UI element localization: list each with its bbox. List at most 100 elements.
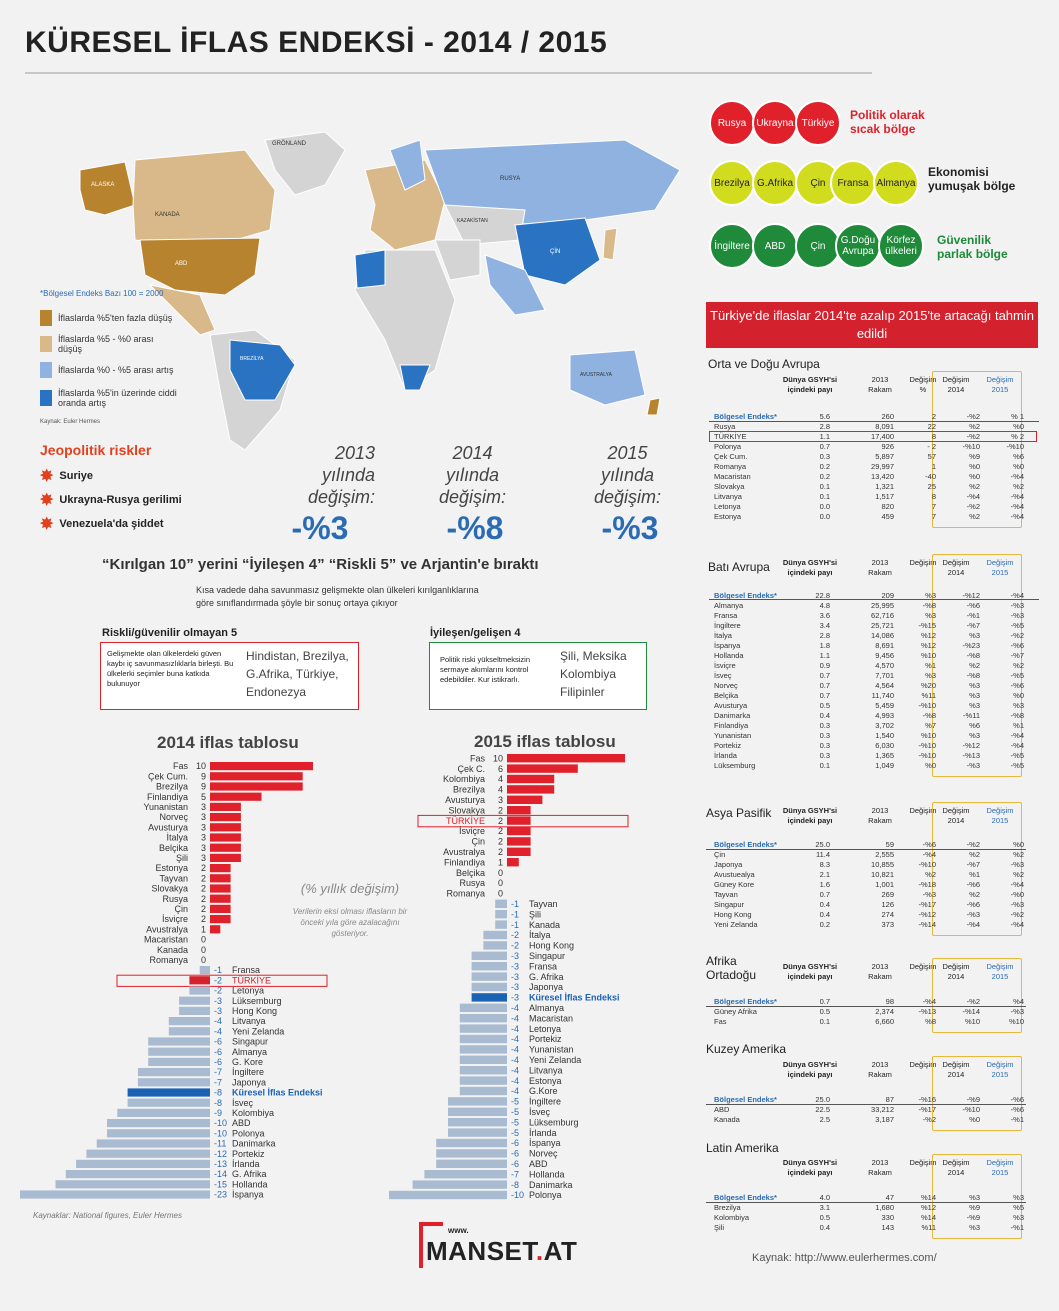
table-cell: 11.4 (815, 850, 830, 859)
table-row: Bölgesel Endeks* 25.0 87 -%16 -%9 -%6 (714, 1095, 1024, 1105)
table-cell: %2 (1013, 482, 1024, 491)
table-cell: %1 (925, 661, 936, 670)
bar-value-label: -4 (511, 1065, 519, 1075)
bar (210, 843, 241, 852)
table-cell: %12 (920, 631, 936, 640)
table-cell: -%8 (1010, 711, 1024, 720)
table-cell: Avustuealya (714, 870, 755, 879)
table-header: Değişim (909, 806, 937, 815)
bar (459, 1003, 507, 1012)
table-cell: %3 (925, 591, 936, 600)
bar (507, 837, 531, 846)
table-row: Avusturya 0.5 5,459 -%10 %3 %3 (714, 701, 1024, 711)
year-change-value: -%3 (291, 510, 349, 546)
table-cell: -%8 (966, 651, 980, 660)
bar-value-label: -4 (214, 1016, 222, 1026)
table-header: Değişim 2014 (942, 558, 970, 577)
table-cell: 8.3 (819, 860, 830, 869)
map-brazil (229, 339, 296, 401)
map-china (514, 217, 601, 286)
table-row: Hong Kong 0.4 274 -%12 -%3 -%2 (714, 910, 1024, 920)
legend-label: İflaslarda %5'ten fazla düşüş (58, 313, 173, 323)
bar-value-label: 0 (498, 868, 503, 878)
bar-group: 3 Avusturya (445, 795, 543, 805)
manset-logo: www. MANSET.AT (413, 1220, 603, 1276)
map-scandinavia (389, 139, 426, 191)
table-row: Finlandiya 0.3 3,702 %7 %6 %1 (714, 721, 1024, 731)
table-cell: -%6 (966, 880, 980, 889)
bar-value-label: 2 (498, 847, 503, 857)
bar-value-label: -10 (214, 1128, 227, 1138)
map-greenland (264, 131, 346, 196)
bar-group: 9 Çek Cum. (148, 771, 303, 781)
table-cell: -%10 (962, 1105, 980, 1114)
bar (189, 986, 210, 995)
bar-value-label: -7 (511, 1169, 519, 1179)
legend-item: İflaslarda %5 - %0 arası düşüş (40, 331, 180, 357)
table-cell: 22 (927, 422, 936, 431)
bar-group: 3 Yunanistan (143, 802, 241, 812)
table-rule (706, 1202, 1026, 1203)
table-cell: -%4 (1010, 512, 1024, 521)
bar-category-label: TÜRKİYE (446, 816, 485, 826)
bar-group: -6 G. Kore (148, 1057, 263, 1067)
bar (471, 962, 507, 971)
bar-group: 0 Rusya (459, 878, 503, 888)
bar (199, 966, 210, 975)
table-cell: 2,555 (875, 850, 894, 859)
bar-group: 2 Rusya (162, 894, 231, 904)
bar (168, 1027, 210, 1036)
table-cell: İrlanda (714, 751, 737, 760)
bar (210, 925, 221, 934)
bar-category-label: Kanada (157, 945, 188, 955)
table-cell: 0.2 (819, 462, 830, 471)
bar-category-label: Singapur (232, 1037, 268, 1047)
table-cell: Yeni Zelanda (714, 920, 758, 929)
zone-bright-label: Güvenilik parlak bölge (937, 233, 1008, 261)
table-cell: 0.3 (819, 452, 830, 461)
table-cell: 0.4 (819, 900, 830, 909)
bar-group: 10 Fas (173, 761, 313, 771)
bar (389, 1190, 507, 1200)
table-cell: 0.5 (819, 701, 830, 710)
map-japan (602, 227, 618, 261)
table-cell: - 2 (927, 442, 936, 451)
bar-value-label: -23 (214, 1190, 227, 1200)
table-header: Değişim (909, 962, 937, 971)
bar-value-label: -3 (214, 1006, 222, 1016)
bar (210, 904, 231, 913)
year-change-2013: 2013 yılında değişim: -%3 (255, 442, 385, 548)
table-cell: -40 (925, 472, 936, 481)
table-cell: 4,993 (875, 711, 894, 720)
table-cell: 29,997 (871, 462, 894, 471)
bar-category-label: İsviçre (459, 826, 485, 836)
bar-value-label: -5 (511, 1107, 519, 1117)
table-row: Japonya 8.3 10,855 -%10 -%7 -%3 (714, 860, 1024, 870)
table-cell: Japonya (714, 860, 743, 869)
bar (459, 1055, 507, 1064)
table-cell: %11 (921, 1223, 936, 1232)
table-row: Yeni Zelanda 0.2 373 -%14 -%4 -%4 (714, 920, 1024, 930)
bar-value-label: 2 (498, 805, 503, 815)
bar-category-label: Fransa (529, 961, 557, 971)
bar-group: -2 İtalya (483, 930, 551, 940)
table-header: Değişim 2014 (942, 962, 970, 981)
table-cell: -%0 (1010, 890, 1024, 899)
bar-value-label: -8 (214, 1088, 222, 1098)
bar-value-label: -4 (511, 1003, 519, 1013)
bar-category-label: Letonya (529, 1024, 561, 1034)
bar (507, 806, 531, 815)
table-cell: %5 (1013, 1203, 1024, 1212)
table-cell: 820 (881, 502, 894, 511)
bar-category-label: Çek C. (457, 764, 485, 774)
table-cell: 3.1 (819, 1203, 830, 1212)
table-cell: 0.5 (819, 1007, 830, 1016)
table-cell: Bölgesel Endeks* (714, 997, 777, 1006)
table-cell: %12 (920, 1203, 936, 1212)
bar-group: -6 Singapur (148, 1037, 268, 1047)
zone-soft-circle: Fransa (830, 160, 876, 206)
bar-category-label: Letonya (232, 986, 264, 996)
table-cell: -%17 (918, 1105, 936, 1114)
zone-hot-circle: Rusya (709, 100, 755, 146)
table-cell: Danimarka (714, 711, 751, 720)
